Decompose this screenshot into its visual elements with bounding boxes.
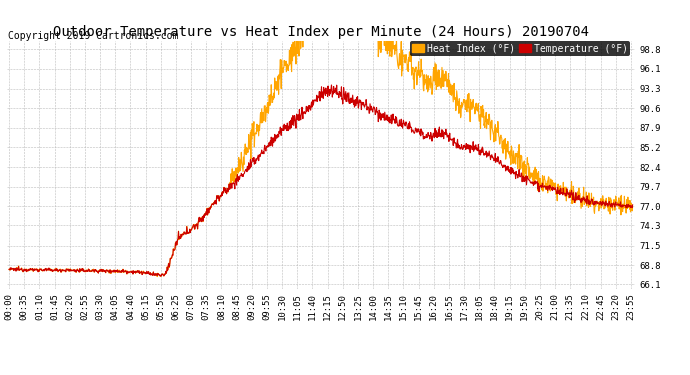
Legend: Heat Index (°F), Temperature (°F): Heat Index (°F), Temperature (°F) xyxy=(410,41,630,56)
Title: Outdoor Temperature vs Heat Index per Minute (24 Hours) 20190704: Outdoor Temperature vs Heat Index per Mi… xyxy=(53,25,589,39)
Text: Copyright 2019 Cartronics.com: Copyright 2019 Cartronics.com xyxy=(8,32,179,41)
